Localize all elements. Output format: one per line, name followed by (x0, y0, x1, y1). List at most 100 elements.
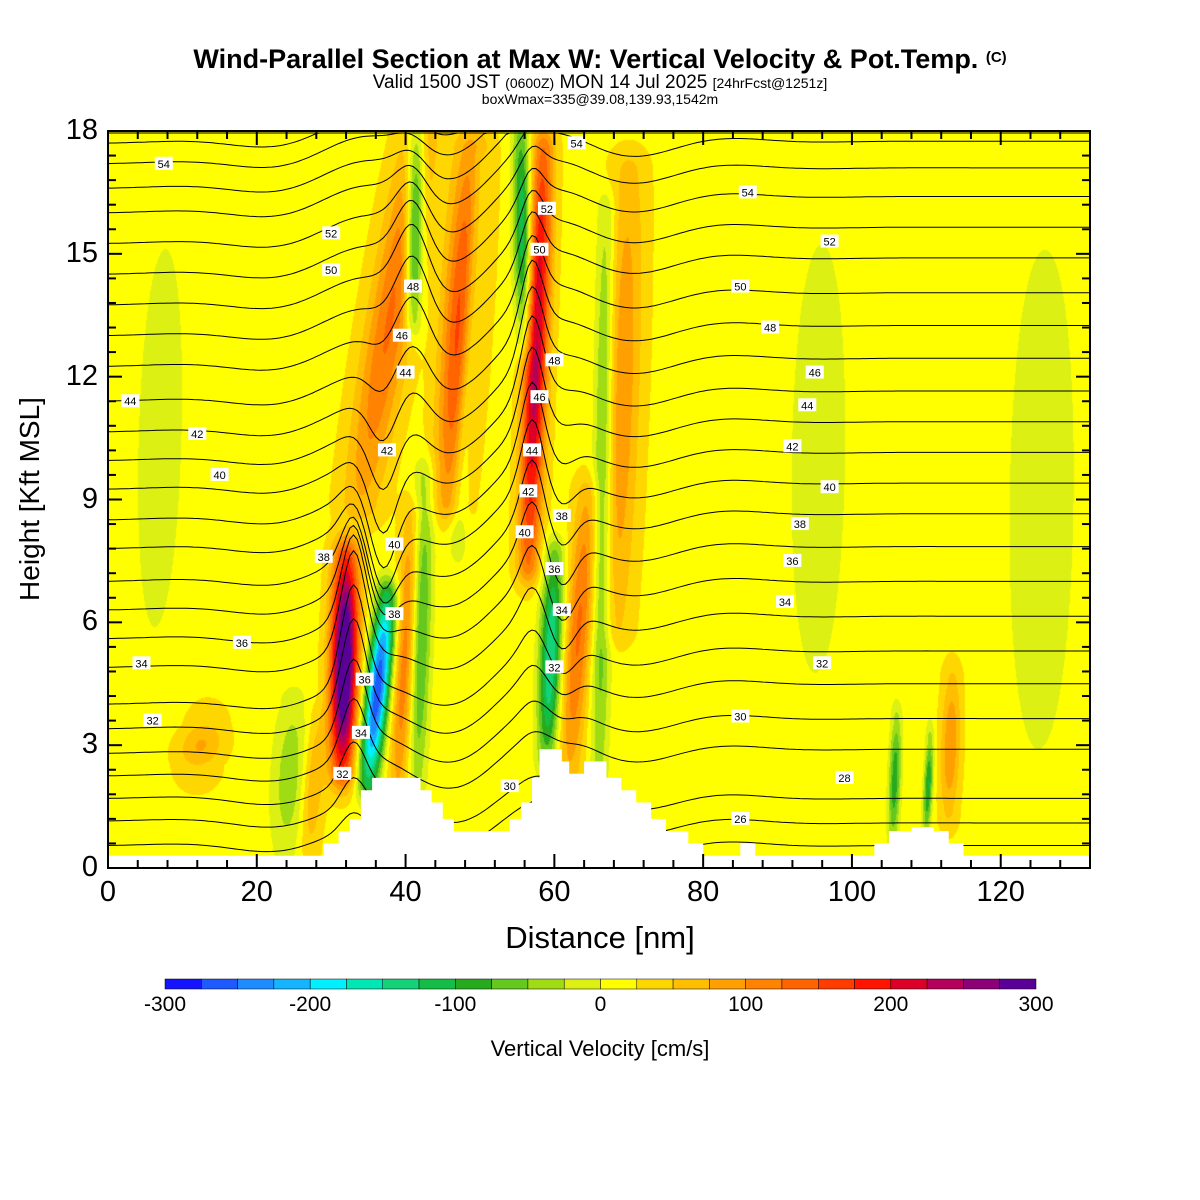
contour-label-bg (500, 779, 519, 793)
colorbar-swatch (600, 978, 638, 990)
colorbar-swatch (854, 978, 892, 990)
contour-label: 50 (325, 265, 337, 277)
contour-label: 26 (734, 814, 746, 826)
colorbar-tick-label: -300 (143, 993, 187, 1016)
x-tick-label: 120 (976, 876, 1025, 908)
contour-label-bg (314, 549, 333, 563)
colorbar-tick-label: 200 (873, 993, 909, 1016)
contour-label: 44 (526, 445, 538, 457)
contour-label-bg (188, 426, 207, 440)
contour-label: 34 (556, 605, 568, 617)
copyright-mark: (C) (985, 49, 1007, 66)
theta-contour (108, 167, 1090, 279)
contour-label-bg (552, 508, 571, 522)
contour-label: 44 (124, 396, 136, 408)
colorbar-swatch (273, 978, 311, 990)
contour-label: 40 (823, 482, 835, 494)
contour-label-bg (783, 439, 802, 453)
contour-label-bg (121, 394, 140, 408)
contour-label-bg (790, 517, 809, 531)
x-tick-label: 60 (538, 876, 571, 908)
theta-contour (108, 549, 1090, 673)
contour-label: 38 (318, 552, 330, 564)
colorbar-tick-label: -100 (434, 993, 477, 1016)
colorbar-label: Vertical Velocity [cm/s] (490, 1036, 710, 1061)
contour-label-bg (154, 156, 173, 170)
colorbar-swatch (636, 978, 674, 990)
contour-label-bg (820, 480, 839, 494)
contour-label-bg (530, 242, 549, 256)
colorbar-tick-label: 100 (728, 993, 764, 1016)
y-tick-label: 3 (81, 728, 98, 761)
contour-label: 52 (823, 237, 835, 249)
theta-contour (108, 259, 1090, 406)
theta-contour (108, 132, 1090, 218)
colorbar-swatch (455, 978, 492, 990)
y-tick-label: 15 (65, 236, 98, 269)
contour-label-bg (322, 263, 341, 277)
contour-label: 32 (336, 769, 348, 781)
contour-label: 42 (786, 441, 798, 453)
contour-label-bg (523, 443, 542, 457)
contour-label-bg (515, 525, 534, 539)
y-tick-label: 18 (65, 114, 98, 146)
contour-label-bg (731, 709, 750, 723)
colorbar-swatch (563, 978, 601, 990)
contour-label: 38 (388, 609, 400, 621)
vertical-velocity-field (108, 131, 1090, 868)
y-tick-label: 0 (81, 851, 98, 883)
theta-contour (108, 658, 1090, 763)
contour-label-bg (761, 320, 780, 334)
theta-contour (108, 501, 1090, 616)
colorbar-swatch (237, 978, 275, 990)
colorbar-tick-label: -200 (289, 993, 332, 1016)
contour-label-bg (351, 725, 370, 739)
contour-label-bg (385, 607, 404, 621)
contour-label-bg (377, 443, 396, 457)
contour-label-bg (132, 656, 151, 670)
y-tick-label: 6 (81, 605, 98, 638)
contour-label-bg (731, 279, 750, 293)
contour-label: 46 (809, 368, 821, 380)
x-tick-label: 40 (389, 876, 422, 908)
theta-contour (108, 145, 1090, 248)
colorbar-swatch (346, 978, 384, 990)
contour-label-bg (545, 353, 564, 367)
contour-label: 54 (571, 138, 583, 150)
colorbar-swatch (382, 978, 420, 990)
contour-label: 36 (236, 638, 248, 650)
contour-label: 30 (734, 712, 746, 724)
x-tick-label: 100 (827, 876, 877, 908)
colorbar-swatch (491, 978, 529, 990)
x-tick-label: 80 (687, 876, 720, 908)
colorbar-tick-label: 0 (594, 993, 607, 1016)
contour-label: 36 (548, 564, 560, 576)
colorbar-swatch (709, 978, 746, 990)
colorbar-swatch (745, 978, 783, 990)
theta-contour (108, 234, 1090, 371)
theta-contour (108, 285, 1090, 442)
contour-label: 44 (399, 368, 411, 380)
contour-label: 28 (838, 773, 850, 785)
x-tick-label: 20 (240, 876, 273, 908)
theta-contour (108, 189, 1090, 310)
contour-label-bg (545, 660, 564, 674)
theta-contour (108, 381, 1090, 569)
colorbar-swatch (164, 978, 202, 990)
colorbar-swatch (963, 978, 1000, 990)
contour-label-bg (798, 398, 817, 412)
colorbar-swatch (890, 978, 928, 990)
contour-label: 54 (742, 187, 754, 199)
colorbar-swatch (418, 978, 456, 990)
contour-label-bg (392, 328, 411, 342)
x-tick-label: 0 (99, 876, 117, 908)
theta-contour (108, 459, 1090, 604)
contour-label: 40 (388, 540, 400, 552)
contour-label-bg (537, 201, 556, 215)
contour-label: 36 (786, 556, 798, 568)
contour-label: 38 (556, 511, 568, 523)
colorbar-swatch (999, 978, 1037, 990)
contour-label: 42 (381, 445, 393, 457)
x-axis-label: Distance [nm] (505, 920, 695, 955)
